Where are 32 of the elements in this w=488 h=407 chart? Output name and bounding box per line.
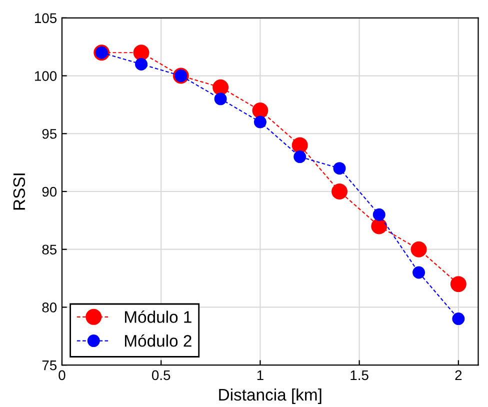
legend-label: Módulo 2 [125,334,192,347]
x-tick-label: 1.5 [350,370,368,380]
point [332,184,348,200]
y-tick-label: 80 [42,302,57,312]
point [410,241,427,258]
y-tick-label: 85 [42,244,57,255]
point [371,218,388,234]
point [212,79,229,96]
legend-label: Módulo 1 [125,310,192,323]
y-tick-label: 90 [42,186,57,197]
point [372,208,386,221]
x-tick-label: 2 [455,370,462,380]
y-axis-title: RSSI [13,174,26,210]
point [135,58,148,70]
point [452,312,465,326]
point [450,276,466,292]
y-tick-label: 95 [42,128,57,139]
y-tick-label: 100 [35,71,57,81]
y-tick-label: 105 [35,13,57,24]
point [252,102,268,118]
point [292,137,308,154]
point [294,150,306,164]
x-tick-label: 1 [257,370,264,380]
x-tick-label: 0 [58,370,66,380]
x-axis-title: Distancia [km] [219,388,322,404]
point [412,266,426,279]
point [254,116,266,128]
point [333,162,346,175]
point [214,92,227,106]
x-tick-label: 0.5 [152,370,170,380]
point [133,44,150,61]
y-tick-label: 75 [42,360,57,370]
